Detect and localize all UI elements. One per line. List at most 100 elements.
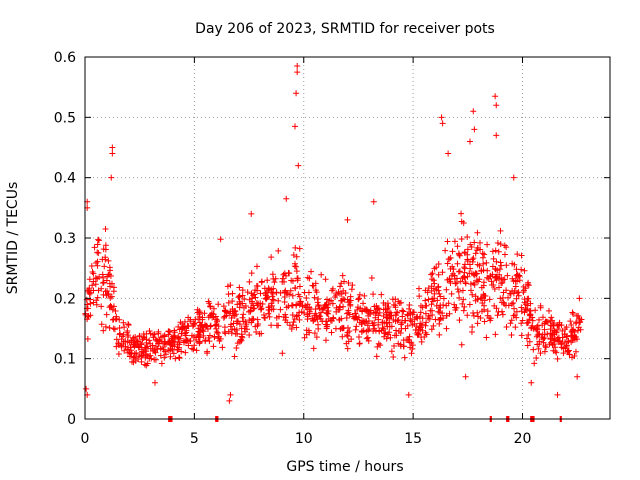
data-point [288,277,295,284]
data-point [206,300,213,307]
data-point [439,120,446,127]
data-point [162,351,169,358]
data-point [483,334,490,341]
data-point [373,353,380,360]
data-point [536,316,543,323]
data-point [100,274,107,281]
data-point [507,320,514,327]
data-point [95,236,102,243]
data-point [418,338,425,345]
data-point [474,261,481,268]
data-point [416,324,423,331]
data-point [339,272,346,279]
data-point [316,313,323,320]
data-point [225,291,232,298]
data-point [322,304,329,311]
data-point [501,251,508,258]
data-point [191,320,198,327]
data-point [383,314,390,321]
data-point [336,316,343,323]
data-point [189,345,196,352]
data-point [269,271,276,278]
data-point [469,291,476,298]
data-point [329,287,336,294]
data-point [121,324,128,331]
data-point [402,325,409,332]
data-point [461,249,468,256]
data-point [458,210,465,217]
data-point [293,263,300,270]
data-point [195,316,202,323]
data-point [252,287,259,294]
y-tick-label: 0 [67,412,76,428]
data-point [397,329,404,336]
data-point [109,306,116,313]
data-point [283,195,290,202]
data-point [554,326,561,333]
data-point [158,338,165,345]
data-point [94,294,101,301]
data-point [536,338,543,345]
data-point [264,277,271,284]
data-point [215,323,222,330]
data-point [241,296,248,303]
data-point [215,329,222,336]
data-point [286,322,293,329]
data-point [467,138,473,145]
data-point [425,285,432,292]
data-point [190,346,197,353]
data-point [371,319,378,326]
data-point [120,319,127,326]
data-point [100,327,107,334]
data-point [364,322,371,329]
data-point [470,310,477,317]
data-point [236,292,243,299]
data-point [438,114,445,121]
data-point [109,316,116,323]
data-point [525,282,532,289]
data-point [458,218,465,225]
data-point [554,391,561,398]
data-point [177,319,184,326]
data-point [355,296,362,303]
data-point [458,235,465,242]
data-point [292,285,299,292]
data-point [436,331,443,338]
data-point [249,315,256,322]
data-point [447,265,454,272]
data-point [378,291,385,298]
data-point [381,330,388,337]
data-point [304,301,311,308]
data-point [266,313,273,320]
data-point [312,287,319,294]
data-point [443,312,450,319]
data-point [289,312,296,319]
data-point [388,348,395,355]
data-point [406,333,413,340]
data-point [566,351,573,358]
data-point [477,246,484,253]
data-point [104,288,111,295]
data-point [453,279,460,286]
data-point [107,273,114,280]
data-point [436,304,443,311]
data-point [413,323,420,330]
data-point [229,298,236,305]
data-point [323,323,330,330]
data-point [251,291,258,298]
data-point [526,308,533,315]
data-point [124,349,131,356]
data-point [335,289,342,296]
data-point [445,150,452,157]
data-point [349,282,356,289]
data-point [423,319,430,326]
data-point [229,308,236,315]
data-point [474,320,481,327]
data-point [294,312,301,319]
data-point [293,268,300,275]
data-point [266,306,273,313]
data-point [202,337,209,344]
data-point [385,303,392,310]
data-point [301,334,308,341]
data-point [488,281,495,288]
